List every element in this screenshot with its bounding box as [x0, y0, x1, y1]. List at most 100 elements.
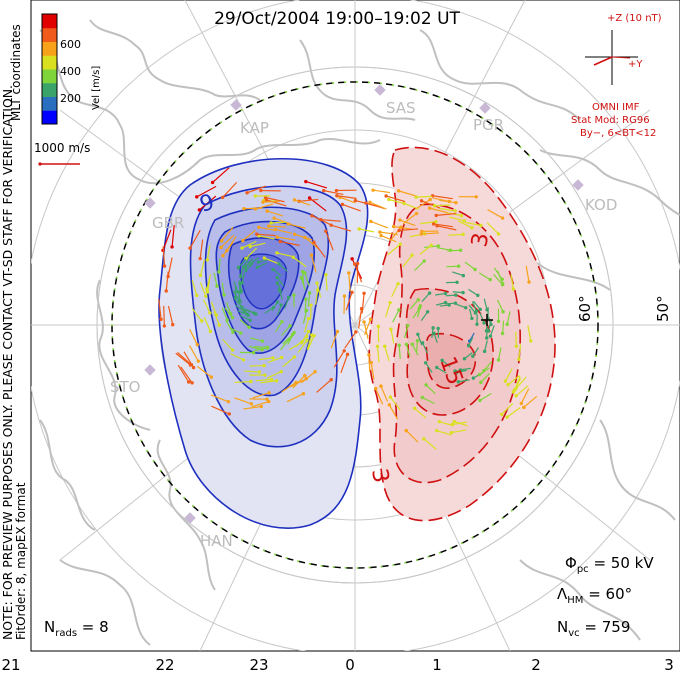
- velocity-vector: [429, 207, 448, 214]
- velocity-vector: [191, 307, 203, 322]
- velocity-vector-origin: [273, 227, 278, 232]
- velocity-vector-origin: [324, 229, 328, 233]
- velocity-vector-origin: [471, 354, 475, 358]
- velocity-vector: [245, 262, 255, 271]
- imf-source: OMNI IMF: [592, 102, 640, 113]
- velocity-vector: [484, 340, 488, 352]
- velocity-vector-origin: [384, 194, 388, 198]
- velocity-vector: [325, 230, 334, 251]
- velocity-colorbar: 600 400 200 Vel [m/s]: [41, 13, 102, 125]
- velocity-vector: [375, 388, 384, 405]
- velocity-vector-origin: [397, 343, 401, 347]
- velocity-vector: [387, 243, 401, 256]
- velocity-vector-origin: [248, 318, 252, 322]
- station-kod: KOD: [585, 196, 617, 214]
- velocity-vector: [452, 271, 464, 277]
- velocity-vector-origin: [292, 293, 296, 297]
- velocity-vector: [411, 343, 419, 356]
- velocity-vector: [284, 297, 290, 309]
- velocity-vector-origin: [271, 356, 275, 360]
- velocity-vector: [225, 320, 234, 333]
- velocity-vector-origin: [249, 379, 253, 384]
- coordinates-label: MLT coordinates: [9, 24, 23, 121]
- velocity-vector-origin: [239, 331, 243, 335]
- velocity-vector-origin: [391, 224, 396, 229]
- velocity-vector-origin: [335, 329, 340, 334]
- velocity-vector: [280, 240, 300, 246]
- velocity-vector-origin: [470, 226, 474, 230]
- velocity-vector-origin: [462, 219, 466, 223]
- velocity-vector-origin: [233, 295, 238, 299]
- velocity-vector-origin: [198, 273, 203, 278]
- velocity-vector: [368, 354, 371, 372]
- velocity-vector: [253, 346, 268, 348]
- velocity-vector-origin: [500, 216, 505, 220]
- velocity-vector: [421, 232, 440, 235]
- velocity-vector-origin: [191, 365, 196, 370]
- velocity-vector-origin: [240, 305, 244, 309]
- velocity-vector: [177, 364, 190, 383]
- velocity-vector: [203, 317, 211, 332]
- velocity-vector: [292, 256, 307, 268]
- velocity-vector-origin: [335, 194, 339, 198]
- velocity-vector-origin: [240, 246, 244, 250]
- velocity-vector: [241, 240, 257, 249]
- velocity-vector: [348, 272, 351, 292]
- velocity-vector: [221, 282, 225, 296]
- velocity-vector-origin: [309, 253, 314, 257]
- velocity-vector-origin: [435, 365, 439, 370]
- velocity-vector: [399, 228, 419, 232]
- velocity-vector-origin: [461, 273, 466, 278]
- velocity-vector: [392, 309, 400, 323]
- velocity-vector: [414, 260, 425, 272]
- velocity-vector-origin: [219, 239, 224, 243]
- velocity-vector-origin: [503, 379, 508, 383]
- velocity-vector: [471, 301, 478, 312]
- velocity-vector-origin: [342, 294, 347, 298]
- velocity-vector-origin: [436, 244, 440, 248]
- velocity-vector-origin: [420, 341, 425, 345]
- velocity-vector-origin: [251, 350, 256, 355]
- velocity-vector: [282, 334, 293, 345]
- velocity-vector: [457, 220, 473, 229]
- velocity-vector: [465, 221, 482, 227]
- velocity-vector: [372, 189, 391, 194]
- velocity-vector: [244, 370, 260, 373]
- colorbar-block: [42, 14, 57, 29]
- velocity-vector: [441, 359, 451, 368]
- velocity-vector: [258, 258, 269, 263]
- velocity-vector-origin: [280, 320, 284, 324]
- velocity-vector-origin: [434, 220, 438, 224]
- velocity-vector-origin: [453, 209, 457, 213]
- velocity-vector-origin: [208, 329, 213, 334]
- velocity-vector: [241, 272, 246, 284]
- velocity-vector: [415, 340, 419, 353]
- velocity-vector-origin: [368, 200, 372, 204]
- velocity-vector-origin: [447, 199, 452, 204]
- velocity-vector-origin: [329, 223, 333, 227]
- velocity-vector: [325, 274, 328, 291]
- velocity-vector: [435, 292, 446, 296]
- velocity-vector-origin: [269, 221, 273, 225]
- velocity-vector: [436, 430, 452, 436]
- velocity-vector-origin: [299, 276, 304, 280]
- velocity-vector: [256, 233, 276, 237]
- velocity-vector: [276, 304, 282, 316]
- velocity-vector-origin: [345, 352, 350, 357]
- latitude-label-60: 60°: [576, 295, 594, 322]
- velocity-vector: [358, 228, 375, 233]
- velocity-vector-origin: [162, 324, 167, 328]
- velocity-vector-origin: [190, 381, 194, 385]
- velocity-vector-origin: [306, 316, 311, 321]
- velocity-vector-origin: [292, 355, 297, 359]
- velocity-vector-origin: [436, 326, 440, 331]
- velocity-vector-origin: [195, 342, 200, 347]
- velocity-vector: [234, 380, 251, 384]
- velocity-vector-origin: [514, 344, 519, 348]
- velocity-vector: [177, 352, 192, 366]
- velocity-vector-origin: [275, 275, 279, 280]
- velocity-vector: [370, 362, 375, 380]
- velocity-vector-origin: [500, 412, 504, 417]
- colorbar-block: [42, 55, 57, 70]
- velocity-vector-origin: [500, 331, 505, 336]
